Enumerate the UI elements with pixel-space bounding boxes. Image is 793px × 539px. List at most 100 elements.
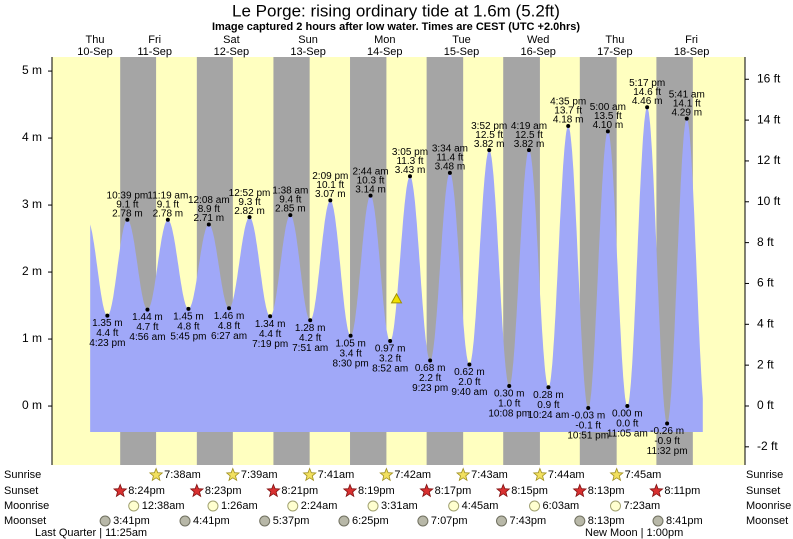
extreme-point [165,217,170,222]
extreme-m: -0.03 m [571,411,605,422]
extreme-m: 3.14 m [355,184,386,195]
extreme-point [105,313,110,318]
extreme-m: 1.35 m [92,318,123,329]
almanac-label: Moonset [746,515,788,527]
y-tick-label: 5 m [22,63,42,77]
extreme-point [268,314,273,319]
almanac-time: 7:44am [548,469,585,481]
almanac-time: 8:24pm [128,485,165,497]
extreme-m: 1.44 m [132,312,163,323]
sun-icon [266,483,281,498]
chart-subtitle: Image captured 2 hours after low water. … [212,21,580,33]
y2-tick-label: 4 ft [757,316,774,330]
extreme-time: 7:51 am [292,343,328,354]
sun-icon [112,483,128,498]
extreme-time: 12:08 am [188,195,230,206]
extreme-point [586,406,591,411]
y2-tick-label: 14 ft [757,112,781,126]
extreme-point [388,339,393,344]
extreme-ft: 4.8 ft [177,322,199,333]
extreme-point [665,421,670,426]
almanac-time: 7:45am [625,469,662,481]
moonrise-icon [529,500,541,512]
extreme-ft: 2.2 ft [419,373,441,384]
y2-tick-label: 10 ft [757,194,781,208]
extreme-time: 11:05 am [607,429,648,440]
extreme-time: 10:08 pm [488,409,530,420]
extreme-ft: 0.9 ft [537,400,559,411]
extreme-point [348,333,353,338]
chart-title: Le Porge: rising ordinary tide at 1.6m (… [232,1,560,20]
sun-icon [342,483,358,498]
almanac-label: Moonrise [4,500,49,512]
extreme-point [186,306,191,311]
extreme-ft: 4.8 ft [218,321,240,332]
almanac-time: 12:38am [142,500,185,512]
extreme-m: 4.18 m [553,115,584,126]
sun-icon [609,467,624,482]
almanac-time: 7:42am [394,469,431,481]
moonrise-icon [287,500,299,512]
almanac-time: 8:13pm [588,485,625,497]
almanac-time: 1:26am [221,500,258,512]
extreme-ft: 12.5 ft [475,130,503,141]
extreme-point [428,358,433,363]
sun-icon [302,467,317,482]
almanac-time: 7:43am [471,469,508,481]
extreme-ft: 0.0 ft [616,419,638,430]
extreme-time: 3:34 am [432,144,468,155]
y-tick-label: 1 m [22,331,42,345]
almanac-time: 5:37pm [273,515,310,527]
almanac-time: 8:17pm [435,485,472,497]
day-name: Wed [527,34,549,46]
almanac-label: Moonrise [746,500,791,512]
sun-icon [495,483,511,498]
moonset-icon [652,515,664,527]
extreme-point [467,362,472,367]
extreme-m: 0.97 m [375,344,406,355]
extreme-time: 4:19 am [511,121,547,132]
extreme-m: 2.85 m [275,204,306,215]
extreme-ft: 3.4 ft [339,348,361,359]
extreme-m: 3.43 m [395,165,426,176]
extreme-time: 10:51 pm [567,431,609,442]
extreme-m: 4.46 m [632,96,663,107]
extreme-time: 4:35 pm [550,97,586,108]
y2-tick-label: -2 ft [757,439,778,453]
extreme-ft: 12.5 ft [515,130,543,141]
almanac-label: Sunset [746,485,780,497]
moonset-icon [574,515,586,527]
extreme-m: 0.62 m [454,367,485,378]
extreme-time: 4:23 pm [89,338,125,349]
extreme-point [247,215,252,220]
extreme-point [227,306,232,311]
day-date: 13-Sep [290,46,325,58]
extreme-m: 1.46 m [214,311,245,322]
extreme-time: 5:00 am [590,102,626,113]
almanac-time: 2:24am [301,500,338,512]
almanac-label: Sunset [4,485,38,497]
extreme-ft: 14.6 ft [633,87,661,98]
y-tick-label: 0 m [22,398,42,412]
extreme-m: 3.07 m [315,189,346,200]
almanac-time: 7:23am [623,500,660,512]
almanac-time: 7:38am [164,469,201,481]
extreme-m: -0.26 m [650,426,684,437]
extreme-ft: -0.9 ft [654,436,680,447]
extreme-ft: 10.3 ft [357,175,385,186]
almanac-time: 7:07pm [431,515,468,527]
extreme-ft: 4.7 ft [136,322,158,333]
extreme-m: 1.34 m [255,319,286,330]
tide-area [90,107,703,433]
extreme-ft: 14.1 ft [673,98,701,109]
almanac-label: Sunrise [4,469,41,481]
y-tick-label: 4 m [22,130,42,144]
extreme-point [566,124,571,129]
extreme-ft: 8.9 ft [198,204,220,215]
day-name: Sat [223,34,240,46]
extreme-m: 0.00 m [612,409,643,420]
extreme-time: 11:19 am [147,190,188,201]
extreme-ft: 11.3 ft [396,156,423,167]
extreme-m: 2.71 m [194,213,225,224]
y-tick-label: 2 m [22,264,42,278]
